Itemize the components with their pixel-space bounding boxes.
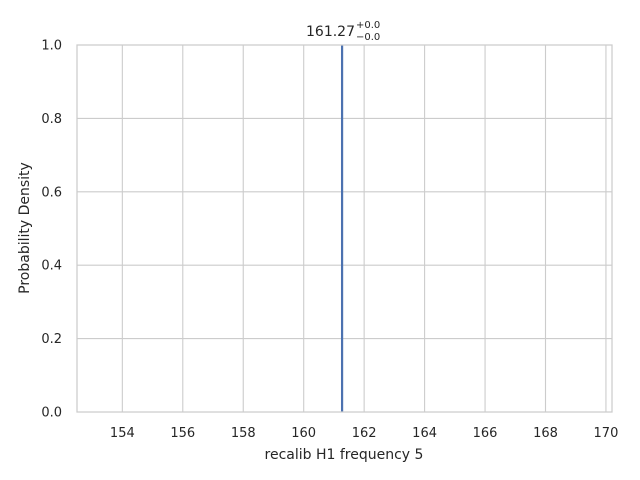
x-tick-label: 168 [533,426,558,441]
y-tick-label: 0.4 [41,259,62,274]
x-axis-ticks: 154 156 158 160 162 164 166 168 170 [110,426,618,441]
title-value: 161.27 [306,24,355,40]
y-tick-label: 0.8 [41,112,62,127]
x-tick-label: 164 [412,426,437,441]
y-axis-label: Probability Density [17,162,33,294]
y-tick-label: 1.0 [41,39,62,54]
title-lower-error: −0.0 [356,32,380,43]
x-tick-label: 156 [170,426,195,441]
plot-frame [76,44,613,413]
x-tick-label: 170 [594,426,619,441]
chart-title: 161.27 +0.0 −0.0 [306,20,380,43]
x-tick-label: 154 [110,426,135,441]
plot-area [77,45,612,412]
y-tick-label: 0.0 [41,406,62,421]
x-axis-label: recalib H1 frequency 5 [265,447,424,463]
y-axis-ticks: 0.0 0.2 0.4 0.6 0.8 1.0 [41,39,62,421]
grid [77,44,612,413]
y-tick-label: 0.6 [41,185,62,200]
x-tick-label: 160 [291,426,316,441]
x-tick-label: 158 [231,426,256,441]
x-tick-label: 166 [473,426,498,441]
x-tick-label: 162 [352,426,377,441]
y-tick-label: 0.2 [41,332,62,347]
title-upper-error: +0.0 [356,20,380,31]
